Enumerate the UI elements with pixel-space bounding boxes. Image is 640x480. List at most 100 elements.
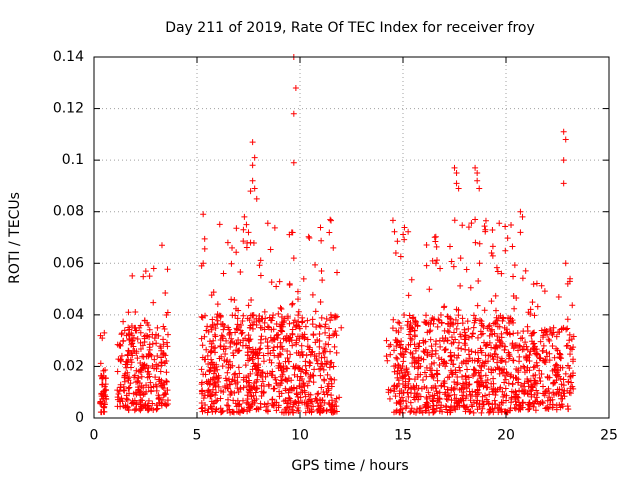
data-point (567, 373, 574, 380)
data-point (236, 409, 243, 416)
data-point (303, 401, 310, 408)
data-point (244, 395, 251, 402)
data-point (151, 356, 158, 363)
data-point (324, 371, 331, 378)
data-point (100, 391, 107, 398)
data-point (564, 342, 571, 349)
data-point (551, 354, 558, 361)
data-point (260, 388, 267, 395)
data-point (539, 400, 546, 407)
data-point (200, 371, 207, 378)
data-point (251, 185, 258, 192)
data-point (204, 323, 211, 330)
data-point (215, 378, 222, 385)
data-point (503, 326, 510, 333)
data-point (564, 362, 571, 369)
data-point (525, 401, 532, 408)
data-point (516, 342, 523, 349)
data-point (302, 409, 309, 416)
data-point (400, 358, 407, 365)
data-point (201, 245, 208, 252)
data-point (130, 334, 137, 341)
data-point (129, 352, 136, 359)
data-point (423, 394, 430, 401)
data-point (394, 382, 401, 389)
data-point (119, 398, 126, 405)
data-point (565, 406, 572, 413)
data-point (317, 298, 324, 305)
data-point (255, 406, 262, 413)
data-point (486, 406, 493, 413)
data-point (319, 277, 326, 284)
data-point (526, 352, 533, 359)
data-point (251, 319, 258, 326)
data-point (425, 321, 432, 328)
y-tick-label: 0.02 (53, 358, 84, 374)
data-point (450, 263, 457, 270)
data-point (445, 313, 452, 320)
data-point (300, 380, 307, 387)
data-point (147, 379, 154, 386)
data-point (212, 382, 219, 389)
data-point (420, 356, 427, 363)
data-point (154, 363, 161, 370)
data-point (278, 327, 285, 334)
data-point (232, 400, 239, 407)
data-point (101, 399, 108, 406)
data-point (439, 335, 446, 342)
data-point (566, 365, 573, 372)
data-point (486, 322, 493, 329)
data-point (421, 401, 428, 408)
data-point (434, 367, 441, 374)
data-point (455, 339, 462, 346)
data-point (538, 370, 545, 377)
data-point (269, 368, 276, 375)
data-point (125, 385, 132, 392)
data-point (231, 371, 238, 378)
data-point (210, 370, 217, 377)
data-point (249, 312, 256, 319)
data-point (468, 348, 475, 355)
data-point (333, 349, 340, 356)
data-point (538, 282, 545, 289)
data-point (413, 382, 420, 389)
data-point (121, 387, 128, 394)
data-point (141, 317, 148, 324)
data-point (240, 226, 247, 233)
data-point (481, 362, 488, 369)
data-point (526, 405, 533, 412)
data-point (298, 368, 305, 375)
data-point (401, 312, 408, 319)
data-point (125, 309, 132, 316)
data-point (299, 351, 306, 358)
data-point (402, 369, 409, 376)
data-point (499, 342, 506, 349)
data-point (433, 388, 440, 395)
data-point (323, 361, 330, 368)
data-point (476, 383, 483, 390)
data-point (564, 280, 571, 287)
data-point (213, 361, 220, 368)
data-point (260, 358, 267, 365)
x-tick-label: 20 (497, 428, 515, 444)
data-point (493, 314, 500, 321)
data-point (158, 359, 165, 366)
data-point (312, 339, 319, 346)
data-point (264, 323, 271, 330)
data-point (505, 380, 512, 387)
data-point (539, 347, 546, 354)
data-point (482, 372, 489, 379)
data-point (484, 384, 491, 391)
data-point (124, 396, 131, 403)
data-point (486, 339, 493, 346)
data-point (437, 265, 444, 272)
data-point (130, 343, 137, 350)
data-point (284, 365, 291, 372)
data-point (401, 236, 408, 243)
data-point (474, 397, 481, 404)
data-point (149, 363, 156, 370)
data-point (491, 344, 498, 351)
data-point (428, 343, 435, 350)
data-point (159, 396, 166, 403)
data-point (398, 394, 405, 401)
